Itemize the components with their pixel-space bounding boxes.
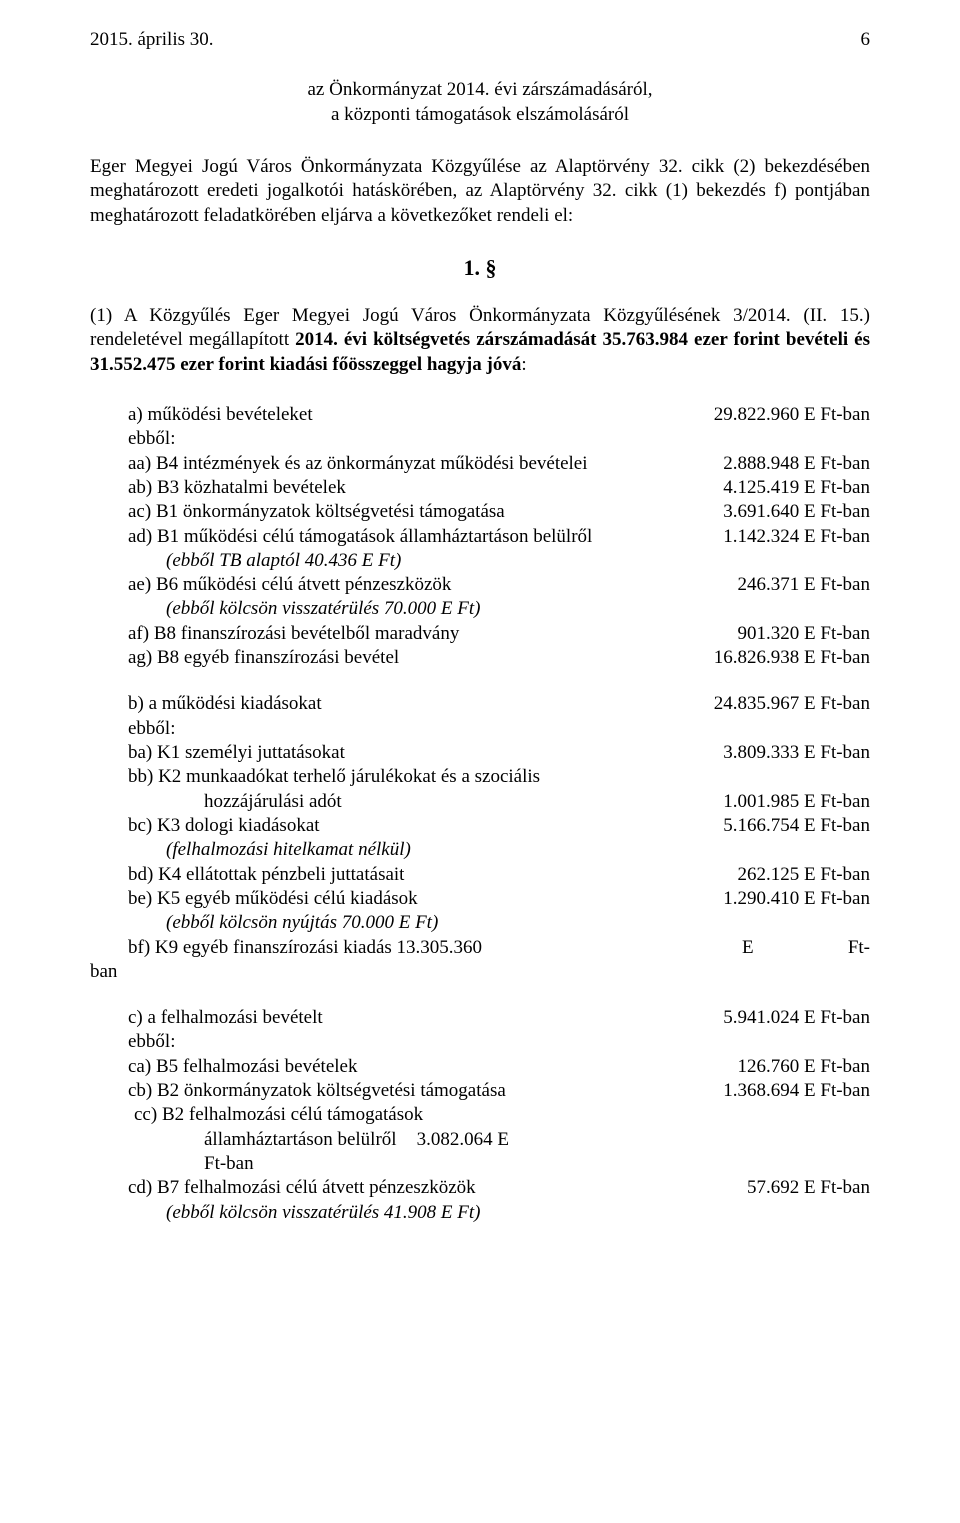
document-page: 2015. április 30. 6 az Önkormányzat 2014… bbox=[0, 0, 960, 1287]
a-head-value: 29.822.960 E Ft-ban bbox=[714, 403, 870, 427]
bb-line2-row: hozzájárulási adót 1.001.985 E Ft-ban bbox=[90, 790, 870, 814]
bf-ban: ban bbox=[90, 960, 870, 984]
b-head-value: 24.835.967 E Ft-ban bbox=[714, 692, 870, 716]
ae-label: ae) B6 működési célú átvett pénzeszközök bbox=[128, 573, 738, 597]
ca-label: ca) B5 felhalmozási bevételek bbox=[128, 1055, 738, 1079]
bb-value: 1.001.985 E Ft-ban bbox=[723, 790, 870, 814]
ab-value: 4.125.419 E Ft-ban bbox=[723, 476, 870, 500]
cc-unit: Ft-ban bbox=[90, 1152, 870, 1176]
ad-row: ad) B1 működési célú támogatások államhá… bbox=[90, 525, 870, 549]
title-line-2: a központi támogatások elszámolásáról bbox=[90, 103, 870, 127]
bb-line2-label: hozzájárulási adót bbox=[90, 790, 723, 814]
header-date: 2015. április 30. bbox=[90, 28, 214, 52]
ae-note: (ebből kölcsön visszatérülés 70.000 E Ft… bbox=[90, 597, 870, 621]
cc-line2-row: államháztartáson belülről 3.082.064 E bbox=[90, 1128, 870, 1152]
cc-line1: cc) B2 felhalmozási célú támogatások bbox=[90, 1103, 870, 1127]
b-ebbol: ebből: bbox=[90, 717, 870, 741]
bc-row: bc) K3 dologi kiadásokat 5.166.754 E Ft-… bbox=[90, 814, 870, 838]
bc-note: (felhalmozási hitelkamat nélkül) bbox=[90, 838, 870, 862]
a-head-label: a) működési bevételeket bbox=[128, 403, 714, 427]
ac-row: ac) B1 önkormányzatok költségvetési támo… bbox=[90, 500, 870, 524]
bf-mid: E bbox=[648, 936, 848, 960]
c-ebbol: ebből: bbox=[90, 1030, 870, 1054]
ba-value: 3.809.333 E Ft-ban bbox=[723, 741, 870, 765]
cd-value: 57.692 E Ft-ban bbox=[747, 1176, 870, 1200]
ab-row: ab) B3 közhatalmi bevételek 4.125.419 E … bbox=[90, 476, 870, 500]
title-block: az Önkormányzat 2014. évi zárszámadásáró… bbox=[90, 78, 870, 127]
ad-value: 1.142.324 E Ft-ban bbox=[723, 525, 870, 549]
b-head-label: b) a működési kiadásokat bbox=[128, 692, 714, 716]
section-number: 1. § bbox=[90, 254, 870, 282]
bd-row: bd) K4 ellátottak pénzbeli juttatásait 2… bbox=[90, 863, 870, 887]
c-head-row: c) a felhalmozási bevételt 5.941.024 E F… bbox=[90, 1006, 870, 1030]
aa-row: aa) B4 intézmények és az önkormányzat mű… bbox=[90, 452, 870, 476]
bf-row: bf) K9 egyéb finanszírozási kiadás 13.30… bbox=[90, 936, 870, 960]
page-header: 2015. április 30. 6 bbox=[90, 28, 870, 52]
ca-value: 126.760 E Ft-ban bbox=[738, 1055, 870, 1079]
bd-value: 262.125 E Ft-ban bbox=[738, 863, 870, 887]
bc-value: 5.166.754 E Ft-ban bbox=[723, 814, 870, 838]
preamble-paragraph: (1) A Közgyűlés Eger Megyei Jogú Város Ö… bbox=[90, 304, 870, 377]
b-head-row: b) a működési kiadásokat 24.835.967 E Ft… bbox=[90, 692, 870, 716]
ca-row: ca) B5 felhalmozási bevételek 126.760 E … bbox=[90, 1055, 870, 1079]
bf-label: bf) K9 egyéb finanszírozási kiadás 13.30… bbox=[128, 936, 648, 960]
ad-note: (ebből TB alaptól 40.436 E Ft) bbox=[90, 549, 870, 573]
be-label: be) K5 egyéb működési célú kiadások bbox=[128, 887, 723, 911]
cb-label: cb) B2 önkormányzatok költségvetési támo… bbox=[128, 1079, 723, 1103]
bb-line1: bb) K2 munkaadókat terhelő járulékokat é… bbox=[90, 765, 870, 789]
ae-row: ae) B6 működési célú átvett pénzeszközök… bbox=[90, 573, 870, 597]
intro-paragraph: Eger Megyei Jogú Város Önkormányzata Köz… bbox=[90, 155, 870, 228]
ac-label: ac) B1 önkormányzatok költségvetési támo… bbox=[128, 500, 723, 524]
cd-note: (ebből kölcsön visszatérülés 41.908 E Ft… bbox=[90, 1201, 870, 1225]
c-head-value: 5.941.024 E Ft-ban bbox=[723, 1006, 870, 1030]
bc-label: bc) K3 dologi kiadásokat bbox=[128, 814, 723, 838]
aa-value: 2.888.948 E Ft-ban bbox=[723, 452, 870, 476]
c-head-label: c) a felhalmozási bevételt bbox=[128, 1006, 723, 1030]
ba-row: ba) K1 személyi juttatásokat 3.809.333 E… bbox=[90, 741, 870, 765]
be-row: be) K5 egyéb működési célú kiadások 1.29… bbox=[90, 887, 870, 911]
ad-label: ad) B1 működési célú támogatások államhá… bbox=[128, 525, 723, 549]
cc-line2-label: államháztartáson belülről bbox=[90, 1128, 397, 1152]
cd-row: cd) B7 felhalmozási célú átvett pénzeszk… bbox=[90, 1176, 870, 1200]
cb-value: 1.368.694 E Ft-ban bbox=[723, 1079, 870, 1103]
a-ebbol: ebből: bbox=[90, 427, 870, 451]
ac-value: 3.691.640 E Ft-ban bbox=[723, 500, 870, 524]
title-line-1: az Önkormányzat 2014. évi zárszámadásáró… bbox=[90, 78, 870, 102]
preamble-part2: : bbox=[521, 354, 526, 375]
ba-label: ba) K1 személyi juttatásokat bbox=[128, 741, 723, 765]
be-value: 1.290.410 E Ft-ban bbox=[723, 887, 870, 911]
af-row: af) B8 finanszírozási bevételből maradvá… bbox=[90, 622, 870, 646]
header-page-number: 6 bbox=[861, 28, 871, 52]
bf-right: Ft- bbox=[848, 936, 870, 960]
af-label: af) B8 finanszírozási bevételből maradvá… bbox=[128, 622, 738, 646]
af-value: 901.320 E Ft-ban bbox=[738, 622, 870, 646]
ag-label: ag) B8 egyéb finanszírozási bevétel bbox=[128, 646, 714, 670]
cb-row: cb) B2 önkormányzatok költségvetési támo… bbox=[90, 1079, 870, 1103]
cc-amount: 3.082.064 E bbox=[397, 1128, 509, 1152]
aa-label: aa) B4 intézmények és az önkormányzat mű… bbox=[128, 452, 723, 476]
block-c: c) a felhalmozási bevételt 5.941.024 E F… bbox=[90, 1006, 870, 1225]
ag-row: ag) B8 egyéb finanszírozási bevétel 16.8… bbox=[90, 646, 870, 670]
cd-label: cd) B7 felhalmozási célú átvett pénzeszk… bbox=[128, 1176, 747, 1200]
ag-value: 16.826.938 E Ft-ban bbox=[714, 646, 870, 670]
block-b: b) a működési kiadásokat 24.835.967 E Ft… bbox=[90, 692, 870, 984]
block-a: a) működési bevételeket 29.822.960 E Ft-… bbox=[90, 403, 870, 670]
be-note: (ebből kölcsön nyújtás 70.000 E Ft) bbox=[90, 911, 870, 935]
a-head-row: a) működési bevételeket 29.822.960 E Ft-… bbox=[90, 403, 870, 427]
bd-label: bd) K4 ellátottak pénzbeli juttatásait bbox=[128, 863, 738, 887]
ab-label: ab) B3 közhatalmi bevételek bbox=[128, 476, 723, 500]
ae-value: 246.371 E Ft-ban bbox=[738, 573, 870, 597]
